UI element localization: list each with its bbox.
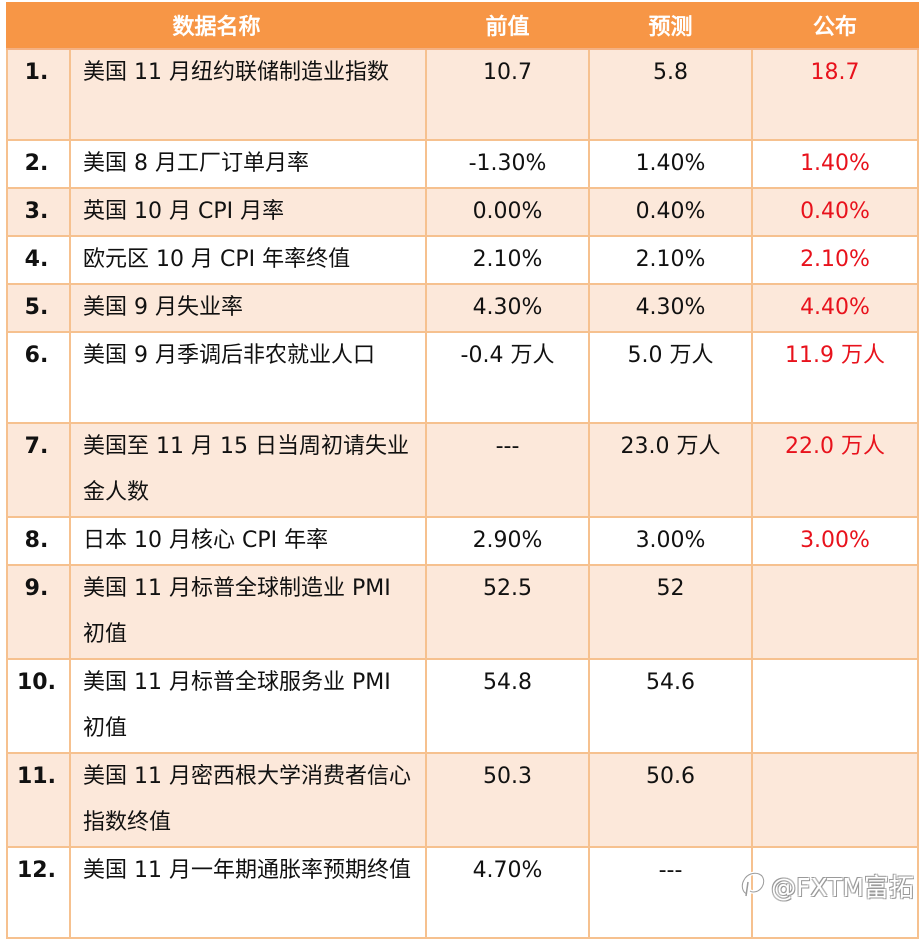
row-name: 日本 10 月核心 CPI 年率 [68, 516, 428, 566]
economic-data-table-container: 数据名称 前值 预测 公布 1. 美国 11 月纽约联储制造业指数 10.7 5… [5, 2, 920, 939]
row-previous: 0.00% [425, 187, 591, 237]
row-number: 4. [6, 235, 71, 285]
table-row: 4. 欧元区 10 月 CPI 年率终值 2.10% 2.10% 2.10% [6, 235, 920, 285]
row-actual: 0.40% [751, 187, 920, 237]
header-data-name: 数据名称 [5, 2, 428, 50]
table-row: 12. 美国 11 月一年期通胀率预期终值 4.70% --- [6, 846, 920, 939]
row-forecast: 54.6 [588, 658, 754, 754]
row-forecast: --- [588, 846, 754, 939]
table-row: 5. 美国 9 月失业率 4.30% 4.30% 4.40% [6, 283, 920, 333]
header-forecast: 预测 [588, 2, 754, 50]
row-number: 1. [6, 48, 71, 141]
row-previous: 10.7 [425, 48, 591, 141]
row-number: 2. [6, 139, 71, 189]
row-previous: -0.4 万人 [425, 331, 591, 424]
row-previous: 4.30% [425, 283, 591, 333]
row-forecast: 1.40% [588, 139, 754, 189]
row-previous: 50.3 [425, 752, 591, 848]
row-actual [751, 752, 920, 848]
row-number: 7. [6, 422, 71, 518]
row-forecast: 23.0 万人 [588, 422, 754, 518]
row-name: 美国 11 月标普全球制造业 PMI 初值 [68, 564, 428, 660]
row-previous: 2.10% [425, 235, 591, 285]
row-forecast: 3.00% [588, 516, 754, 566]
row-actual [751, 846, 920, 939]
row-name: 美国 8 月工厂订单月率 [68, 139, 428, 189]
row-number: 6. [6, 331, 71, 424]
row-previous: -1.30% [425, 139, 591, 189]
table-row: 6. 美国 9 月季调后非农就业人口 -0.4 万人 5.0 万人 11.9 万… [6, 331, 920, 424]
table-header-row: 数据名称 前值 预测 公布 [5, 2, 920, 50]
row-actual: 1.40% [751, 139, 920, 189]
row-previous: 4.70% [425, 846, 591, 939]
header-actual: 公布 [751, 2, 920, 50]
row-actual: 22.0 万人 [751, 422, 920, 518]
row-number: 11. [6, 752, 71, 848]
row-name: 美国至 11 月 15 日当周初请失业金人数 [68, 422, 428, 518]
row-forecast: 52 [588, 564, 754, 660]
header-previous: 前值 [425, 2, 591, 50]
row-forecast: 4.30% [588, 283, 754, 333]
weibo-logo-icon [739, 868, 767, 904]
row-actual [751, 564, 920, 660]
table-row: 7. 美国至 11 月 15 日当周初请失业金人数 --- 23.0 万人 22… [6, 422, 920, 518]
row-number: 10. [6, 658, 71, 754]
row-name: 美国 11 月标普全球服务业 PMI 初值 [68, 658, 428, 754]
row-forecast: 5.0 万人 [588, 331, 754, 424]
row-name: 英国 10 月 CPI 月率 [68, 187, 428, 237]
row-name: 美国 11 月纽约联储制造业指数 [68, 48, 428, 141]
row-name: 美国 9 月季调后非农就业人口 [68, 331, 428, 424]
row-actual: 2.10% [751, 235, 920, 285]
table-row: 8. 日本 10 月核心 CPI 年率 2.90% 3.00% 3.00% [6, 516, 920, 566]
row-previous: 54.8 [425, 658, 591, 754]
row-actual: 11.9 万人 [751, 331, 920, 424]
row-name: 美国 11 月密西根大学消费者信心指数终值 [68, 752, 428, 848]
row-actual [751, 658, 920, 754]
table-row: 9. 美国 11 月标普全球制造业 PMI 初值 52.5 52 [6, 564, 920, 660]
row-actual: 4.40% [751, 283, 920, 333]
table-row: 3. 英国 10 月 CPI 月率 0.00% 0.40% 0.40% [6, 187, 920, 237]
row-previous: 2.90% [425, 516, 591, 566]
row-forecast: 50.6 [588, 752, 754, 848]
table-row: 1. 美国 11 月纽约联储制造业指数 10.7 5.8 18.7 [6, 48, 920, 141]
table-row: 10. 美国 11 月标普全球服务业 PMI 初值 54.8 54.6 [6, 658, 920, 754]
watermark: @FXTM富拓 [739, 868, 914, 904]
table-row: 11. 美国 11 月密西根大学消费者信心指数终值 50.3 50.6 [6, 752, 920, 848]
row-actual: 3.00% [751, 516, 920, 566]
row-number: 5. [6, 283, 71, 333]
economic-data-table: 数据名称 前值 预测 公布 1. 美国 11 月纽约联储制造业指数 10.7 5… [5, 2, 920, 939]
row-forecast: 5.8 [588, 48, 754, 141]
row-forecast: 0.40% [588, 187, 754, 237]
row-previous: --- [425, 422, 591, 518]
row-name: 欧元区 10 月 CPI 年率终值 [68, 235, 428, 285]
row-number: 3. [6, 187, 71, 237]
row-name: 美国 11 月一年期通胀率预期终值 [68, 846, 428, 939]
row-previous: 52.5 [425, 564, 591, 660]
row-forecast: 2.10% [588, 235, 754, 285]
row-number: 12. [6, 846, 71, 939]
row-name: 美国 9 月失业率 [68, 283, 428, 333]
row-actual: 18.7 [751, 48, 920, 141]
watermark-text: @FXTM富拓 [771, 873, 914, 902]
row-number: 9. [6, 564, 71, 660]
row-number: 8. [6, 516, 71, 566]
table-row: 2. 美国 8 月工厂订单月率 -1.30% 1.40% 1.40% [6, 139, 920, 189]
